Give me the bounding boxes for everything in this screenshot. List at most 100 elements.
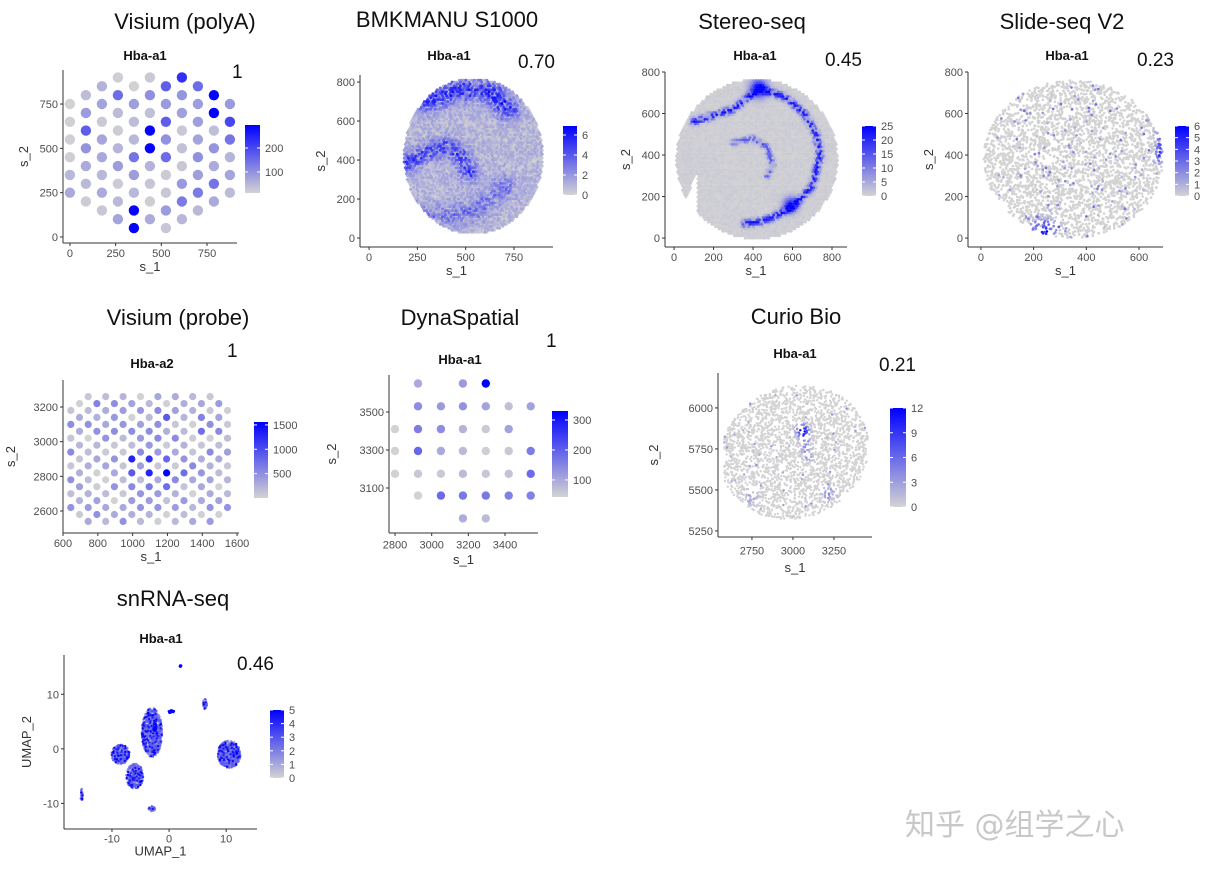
data-point [480,151,483,154]
data-point [471,149,474,152]
data-point [442,147,445,150]
data-point [454,87,457,90]
data-point [434,108,437,111]
data-point [97,152,107,162]
data-point [476,120,479,123]
data-point [450,114,453,117]
data-point [427,116,430,119]
data-point [442,116,445,119]
data-point [429,209,432,212]
data-point [463,209,466,212]
data-point [475,133,478,136]
y-tick-label: 800 [337,77,355,89]
data-point [464,157,467,160]
data-point [407,141,410,144]
panel-title: BMKMANU S1000 [356,7,538,32]
data-point [488,188,491,191]
data-point [498,200,501,203]
data-point [113,161,123,171]
data-point [438,205,441,208]
data-point [499,159,502,162]
data-point [532,129,535,132]
legend-tick-label: 6 [582,130,588,142]
data-point [145,125,155,135]
data-point [456,153,459,156]
data-point [511,90,514,93]
y-tick-label: 600 [337,116,355,128]
data-point [467,153,470,156]
data-point [459,202,462,205]
data-point [439,87,442,90]
data-point [467,188,470,191]
data-point [439,180,442,183]
data-point [412,159,415,162]
data-point [177,72,187,82]
data-point [409,188,412,191]
data-point [469,145,472,148]
data-point [472,170,475,173]
data-point [439,184,442,187]
data-point [475,227,478,230]
data-point [451,174,454,177]
data-point [469,118,472,121]
data-point [426,168,429,171]
data-point [431,139,434,142]
data-point [514,166,517,169]
data-point [505,129,508,132]
data-point [428,200,431,203]
data-point [454,114,457,117]
data-point [488,133,491,136]
data-point [444,131,447,134]
data-point [129,81,139,91]
data-point [522,102,525,105]
data-point [477,188,480,191]
data-point [497,124,500,127]
data-point [409,172,412,175]
data-point [520,141,523,144]
data-point [459,170,462,173]
data-point [521,182,524,185]
data-point [447,219,450,222]
data-point [514,178,517,181]
data-point [423,104,426,107]
data-point [507,157,510,160]
data-point [486,126,489,129]
data-point [436,135,439,138]
data-point [526,137,529,140]
data-point [129,188,139,198]
data-point [425,209,428,212]
data-point [539,168,542,171]
data-point [505,168,508,171]
data-point [409,137,412,140]
data-point [81,90,91,100]
data-point [505,133,508,136]
data-point [480,92,483,95]
data-point [492,168,495,171]
data-point [412,124,415,127]
data-point [497,217,500,220]
data-point [487,139,490,142]
data-point [457,213,460,216]
data-point [491,155,494,158]
data-point [460,180,463,183]
data-point [209,125,219,135]
data-point [65,99,75,109]
data-point [526,184,529,187]
data-point [488,90,491,93]
data-point [526,145,529,148]
data-point [113,179,123,189]
data-point [460,165,463,168]
data-point [528,192,531,195]
data-point [519,100,522,103]
data-point [424,172,427,175]
data-point [463,205,466,208]
data-point [518,180,521,183]
data-point [450,215,453,218]
data-point [65,117,75,127]
data-point [438,194,441,197]
data-point [453,225,456,228]
data-point [412,186,415,189]
data-point [438,213,441,216]
data-point [412,194,415,197]
data-point [498,87,501,90]
